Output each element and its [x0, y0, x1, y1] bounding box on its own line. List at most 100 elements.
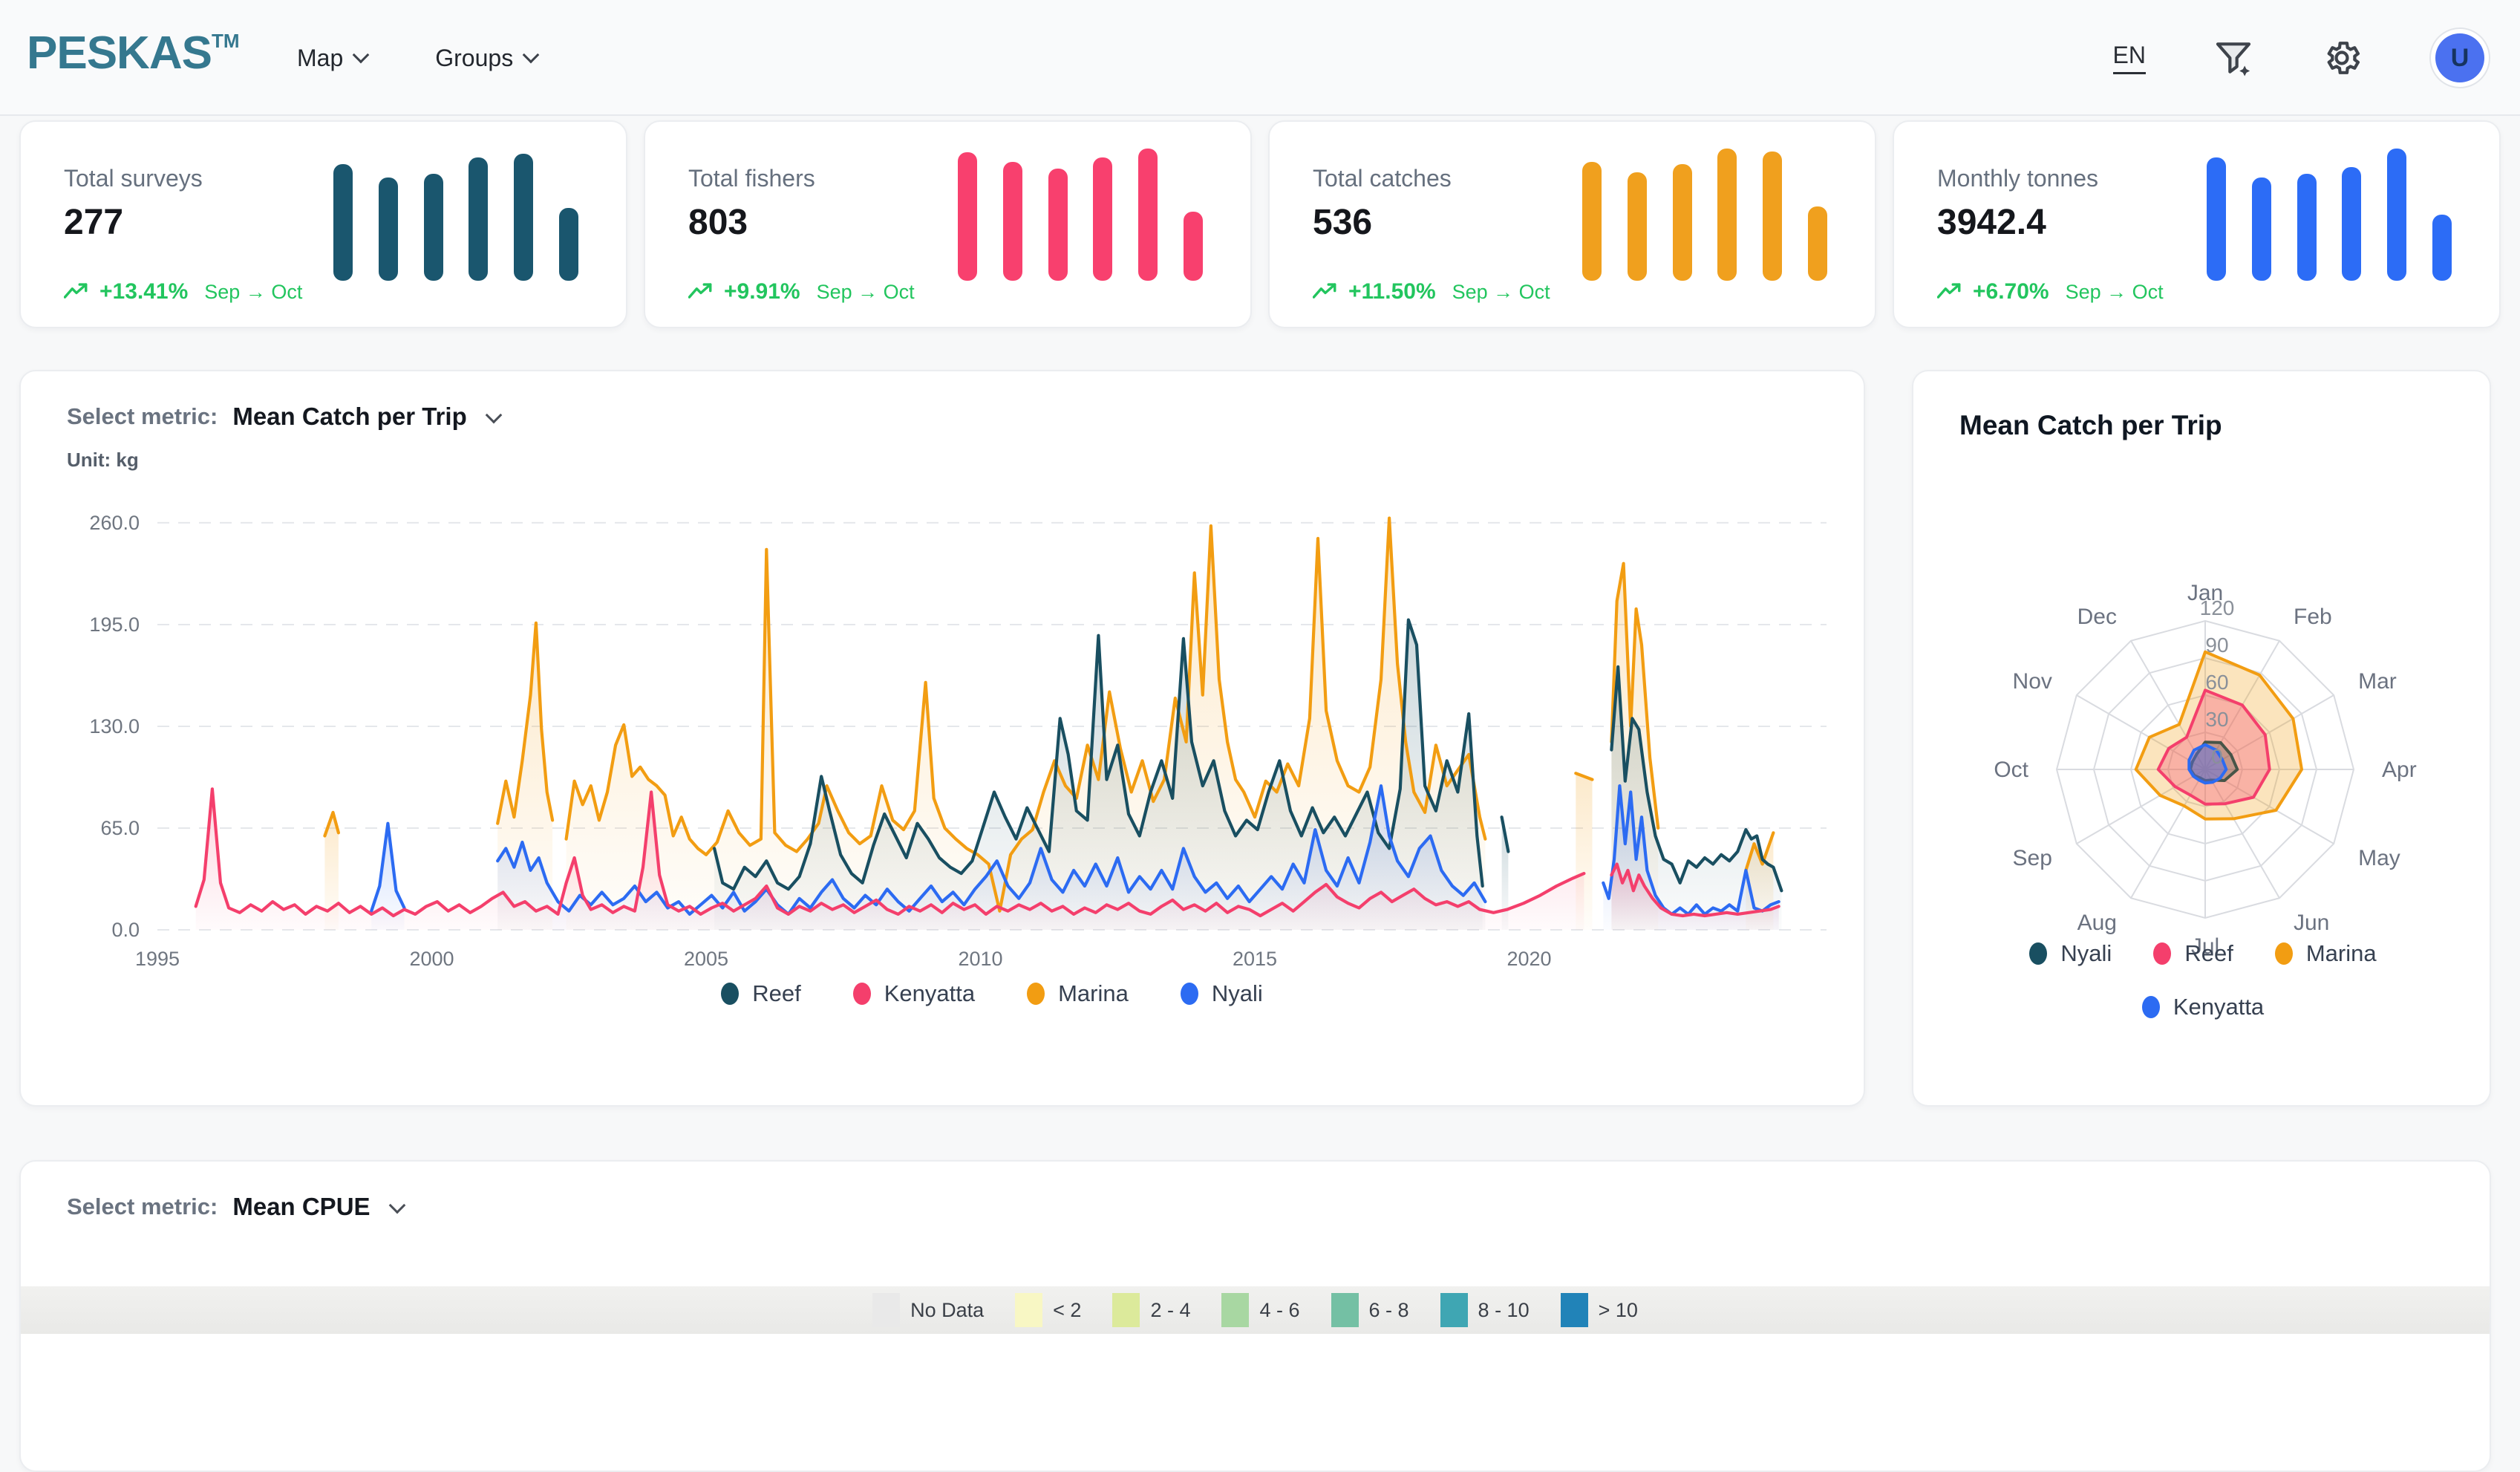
- filter-settings-icon[interactable]: [2213, 37, 2254, 79]
- trending-up-icon: [64, 283, 88, 299]
- legend-item-reef[interactable]: Reef: [721, 980, 801, 1007]
- series-line-nyali: [1602, 784, 1780, 916]
- sparkline-bar: [1048, 168, 1068, 281]
- metric-select[interactable]: Select metric: Mean Catch per Trip: [67, 403, 503, 431]
- legend-item-marina[interactable]: Marina: [1027, 980, 1129, 1007]
- legend-label: Reef: [2184, 940, 2233, 966]
- radar-rtick-label: 120: [2200, 596, 2235, 619]
- nav-item-groups[interactable]: Groups: [435, 44, 540, 72]
- cpue-bin-label: No Data: [910, 1298, 985, 1321]
- main-nav: Map Groups: [297, 0, 540, 116]
- series-line-marina: [1574, 772, 1594, 781]
- cpue-bin-swatch: [1560, 1293, 1588, 1327]
- cpue-bin: 8 - 10: [1440, 1293, 1530, 1327]
- nav-item-label: Map: [297, 44, 344, 71]
- sparkline-bar: [423, 173, 443, 281]
- cpue-bin-swatch: [1221, 1293, 1250, 1327]
- radar-axis-label-may: May: [2358, 846, 2400, 870]
- sparkline-bar: [2432, 215, 2452, 281]
- series-line-kenyatta: [194, 787, 1586, 918]
- radar-rtick-label: 0: [2211, 745, 2223, 768]
- sparkline-bar: [1582, 161, 1602, 281]
- sparkline-bar: [1093, 157, 1113, 281]
- stat-card-total-surveys: Total surveys 277 +13.41% Sep → Oct: [19, 120, 627, 328]
- legend-dot: [2153, 942, 2172, 965]
- stat-value: 536: [1313, 203, 1373, 242]
- cpue-bin-label: < 2: [1053, 1298, 1082, 1321]
- cpue-bin: 2 - 4: [1112, 1293, 1190, 1327]
- x-tick-label: 2010: [958, 948, 1002, 970]
- radar-series-kenyatta: [2187, 743, 2228, 785]
- nav-item-map[interactable]: Map: [297, 44, 370, 72]
- sparkline-bar: [514, 154, 534, 281]
- legend-item-kenyatta[interactable]: Kenyatta: [852, 980, 975, 1007]
- series-line-marina: [496, 621, 555, 825]
- radar-axis-label-jan: Jan: [2187, 581, 2223, 605]
- cpue-bin: 4 - 6: [1221, 1293, 1300, 1327]
- radar-axis-label-apr: Apr: [2382, 758, 2417, 782]
- radar-axis-label-oct: Oct: [1994, 758, 2028, 782]
- logo-tm: TM: [211, 30, 240, 52]
- legend-label: Marina: [1058, 980, 1129, 1006]
- cpue-bin-swatch: [1015, 1293, 1043, 1327]
- timeseries-chart: 0.0 65.0 130.0 195.0 260.0 1995 2000 2005 2010 20…: [89, 512, 1827, 970]
- sparkline-bar: [2207, 157, 2226, 281]
- trending-up-icon: [1937, 283, 1961, 299]
- legend-label: Reef: [752, 980, 801, 1006]
- stat-period: Sep → Oct: [816, 280, 915, 303]
- legend-item-nyali[interactable]: Nyali: [2029, 940, 2112, 967]
- stat-delta: +9.91% Sep → Oct: [688, 279, 915, 305]
- radar-rtick-label: 60: [2205, 671, 2228, 694]
- cpue-bin-swatch: [1440, 1293, 1468, 1327]
- radar-axis-label-mar: Mar: [2358, 669, 2397, 694]
- legend-dot: [1027, 983, 1045, 1005]
- series-line-marina: [1610, 561, 1660, 830]
- sparkline-bar: [469, 157, 489, 281]
- nav-item-label: Groups: [435, 44, 514, 71]
- legend-item-marina[interactable]: Marina: [2274, 940, 2377, 967]
- y-tick-label: 195.0: [89, 613, 140, 636]
- app-header: PESKASTM Map Groups EN U: [0, 0, 2520, 116]
- cpue-bin-label: 6 - 8: [1368, 1298, 1409, 1321]
- stat-period: Sep → Oct: [2065, 280, 2164, 303]
- radar-legend-row: Nyali Reef Marina: [1913, 940, 2493, 967]
- language-selector[interactable]: EN: [2112, 42, 2146, 74]
- settings-gear-icon[interactable]: [2321, 37, 2363, 79]
- legend-item-kenyatta[interactable]: Kenyatta: [2141, 994, 2264, 1020]
- sparkline-bar: [1672, 164, 1692, 281]
- radar-panel: Mean Catch per Trip 0 30 60 90 120 Jan Feb Mar A…: [1912, 370, 2491, 1107]
- cpue-bin-swatch: [872, 1293, 901, 1327]
- radar-axis-label-dec: Dec: [2077, 605, 2117, 629]
- cpue-bin-swatch: [1112, 1293, 1140, 1327]
- legend-item-reef[interactable]: Reef: [2153, 940, 2233, 967]
- cpue-bin-label: 4 - 6: [1259, 1298, 1300, 1321]
- stat-card-total-fishers: Total fishers 803 +9.91% Sep → Oct: [644, 120, 1252, 328]
- legend-label: Nyali: [2060, 940, 2112, 966]
- sparkline-bar: [1183, 212, 1203, 281]
- series-line-reef: [713, 618, 1484, 891]
- radar-rtick-label: 30: [2205, 708, 2228, 731]
- x-tick-label: 2000: [409, 948, 454, 970]
- app-logo: PESKASTM: [27, 27, 240, 79]
- y-tick-label: 260.0: [89, 512, 140, 534]
- radar-axis-label-sep: Sep: [2013, 846, 2052, 870]
- legend-label: Nyali: [1211, 980, 1263, 1006]
- cpue-metric-select[interactable]: Select metric: Mean CPUE: [67, 1193, 405, 1221]
- radar-axis-label-jun: Jun: [2294, 911, 2329, 935]
- legend-dot: [852, 983, 871, 1005]
- series-line-kenyatta: [1610, 862, 1780, 918]
- header-actions: EN U: [2112, 0, 2490, 116]
- stat-card-monthly-tonnes: Monthly tonnes 3942.4 +6.70% Sep → Oct: [1893, 120, 2501, 328]
- sparkline-bars: [1582, 149, 1827, 281]
- radar-axis-label-nov: Nov: [2013, 669, 2052, 694]
- y-tick-label: 0.0: [111, 919, 140, 941]
- series-line-reef: [1500, 815, 1510, 853]
- user-avatar[interactable]: U: [2429, 27, 2490, 88]
- y-tick-label: 130.0: [89, 715, 140, 737]
- legend-item-nyali[interactable]: Nyali: [1180, 980, 1263, 1007]
- sparkline-bar: [1138, 149, 1158, 281]
- stat-label: Total surveys: [64, 165, 203, 192]
- legend-dot: [2141, 996, 2160, 1018]
- sparkline-bar: [333, 164, 353, 281]
